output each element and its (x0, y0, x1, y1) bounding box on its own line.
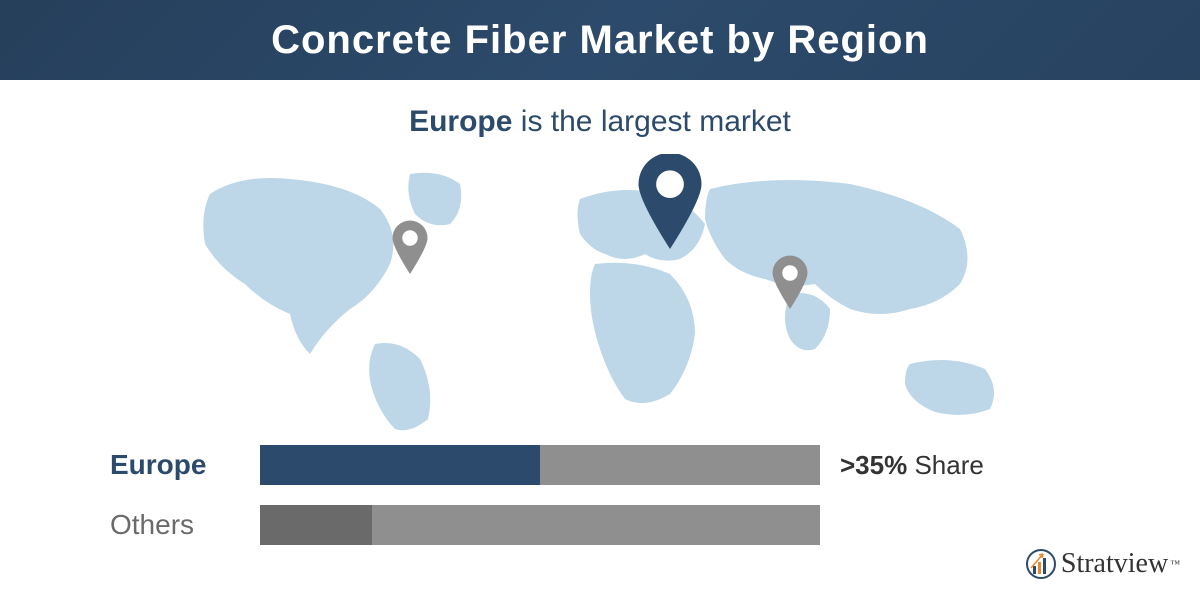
page-title: Concrete Fiber Market by Region (271, 18, 929, 63)
world-map-container (0, 149, 1200, 439)
continent (590, 263, 695, 403)
continent (705, 180, 968, 314)
bar-value: >35% Share (840, 450, 984, 481)
continent (203, 178, 393, 354)
world-map (150, 154, 1050, 434)
bar-row: Europe >35% Share (110, 444, 1090, 486)
subtitle-highlight: Europe (409, 105, 512, 138)
map-pin-icon (393, 221, 428, 275)
logo: Stratview ™ (1025, 548, 1180, 580)
bar-label: Others (110, 509, 260, 541)
logo-tm: ™ (1170, 559, 1180, 570)
logo-icon (1025, 548, 1057, 580)
bar-fill (260, 505, 372, 545)
header-banner: Concrete Fiber Market by Region (0, 0, 1200, 80)
bar-label: Europe (110, 449, 260, 481)
subtitle-rest: is the largest market (512, 105, 790, 138)
bar-track (260, 445, 820, 485)
bar-chart: Europe >35% Share Others (0, 444, 1200, 546)
continent (905, 360, 994, 415)
subtitle: Europe is the largest market (0, 105, 1200, 139)
logo-text: Stratview (1061, 548, 1168, 580)
bar-track (260, 505, 820, 545)
bar-row: Others (110, 504, 1090, 546)
bar-fill (260, 445, 540, 485)
continent (369, 343, 430, 430)
continent (408, 173, 461, 226)
